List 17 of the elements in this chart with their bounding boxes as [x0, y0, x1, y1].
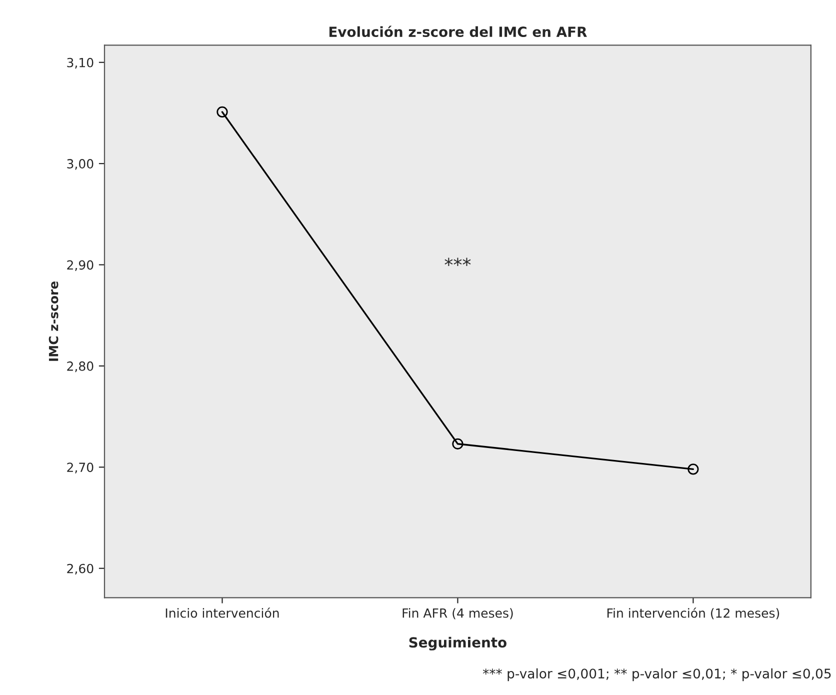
chart-title: Evolución z-score del IMC en AFR	[329, 26, 587, 38]
y-axis-title: IMC z-score	[48, 281, 58, 361]
annotation: ***	[444, 258, 471, 266]
y-tick-label: 2,60	[67, 564, 94, 575]
x-tick-label: Inicio intervención	[166, 608, 279, 618]
x-tick-label: Fin AFR (4 meses)	[402, 608, 513, 620]
y-tick-label: 2,70	[67, 462, 94, 474]
y-tick-label: 2,90	[67, 260, 94, 271]
text: *** p-valor ≤0,001; ** p-valor ≤0,01; * p-valor ≤0,05	[482, 668, 831, 682]
point	[688, 464, 699, 475]
x-tick-label: Fin intervención (12 meses)	[607, 608, 780, 620]
point	[216, 106, 228, 118]
y-tick-label: 2,80	[67, 361, 94, 372]
x-axis-title: Seguimiento	[409, 636, 506, 650]
point	[452, 438, 464, 450]
y-tick-label: 3,10	[67, 58, 94, 69]
y-tick-label: 3,00	[67, 159, 94, 170]
